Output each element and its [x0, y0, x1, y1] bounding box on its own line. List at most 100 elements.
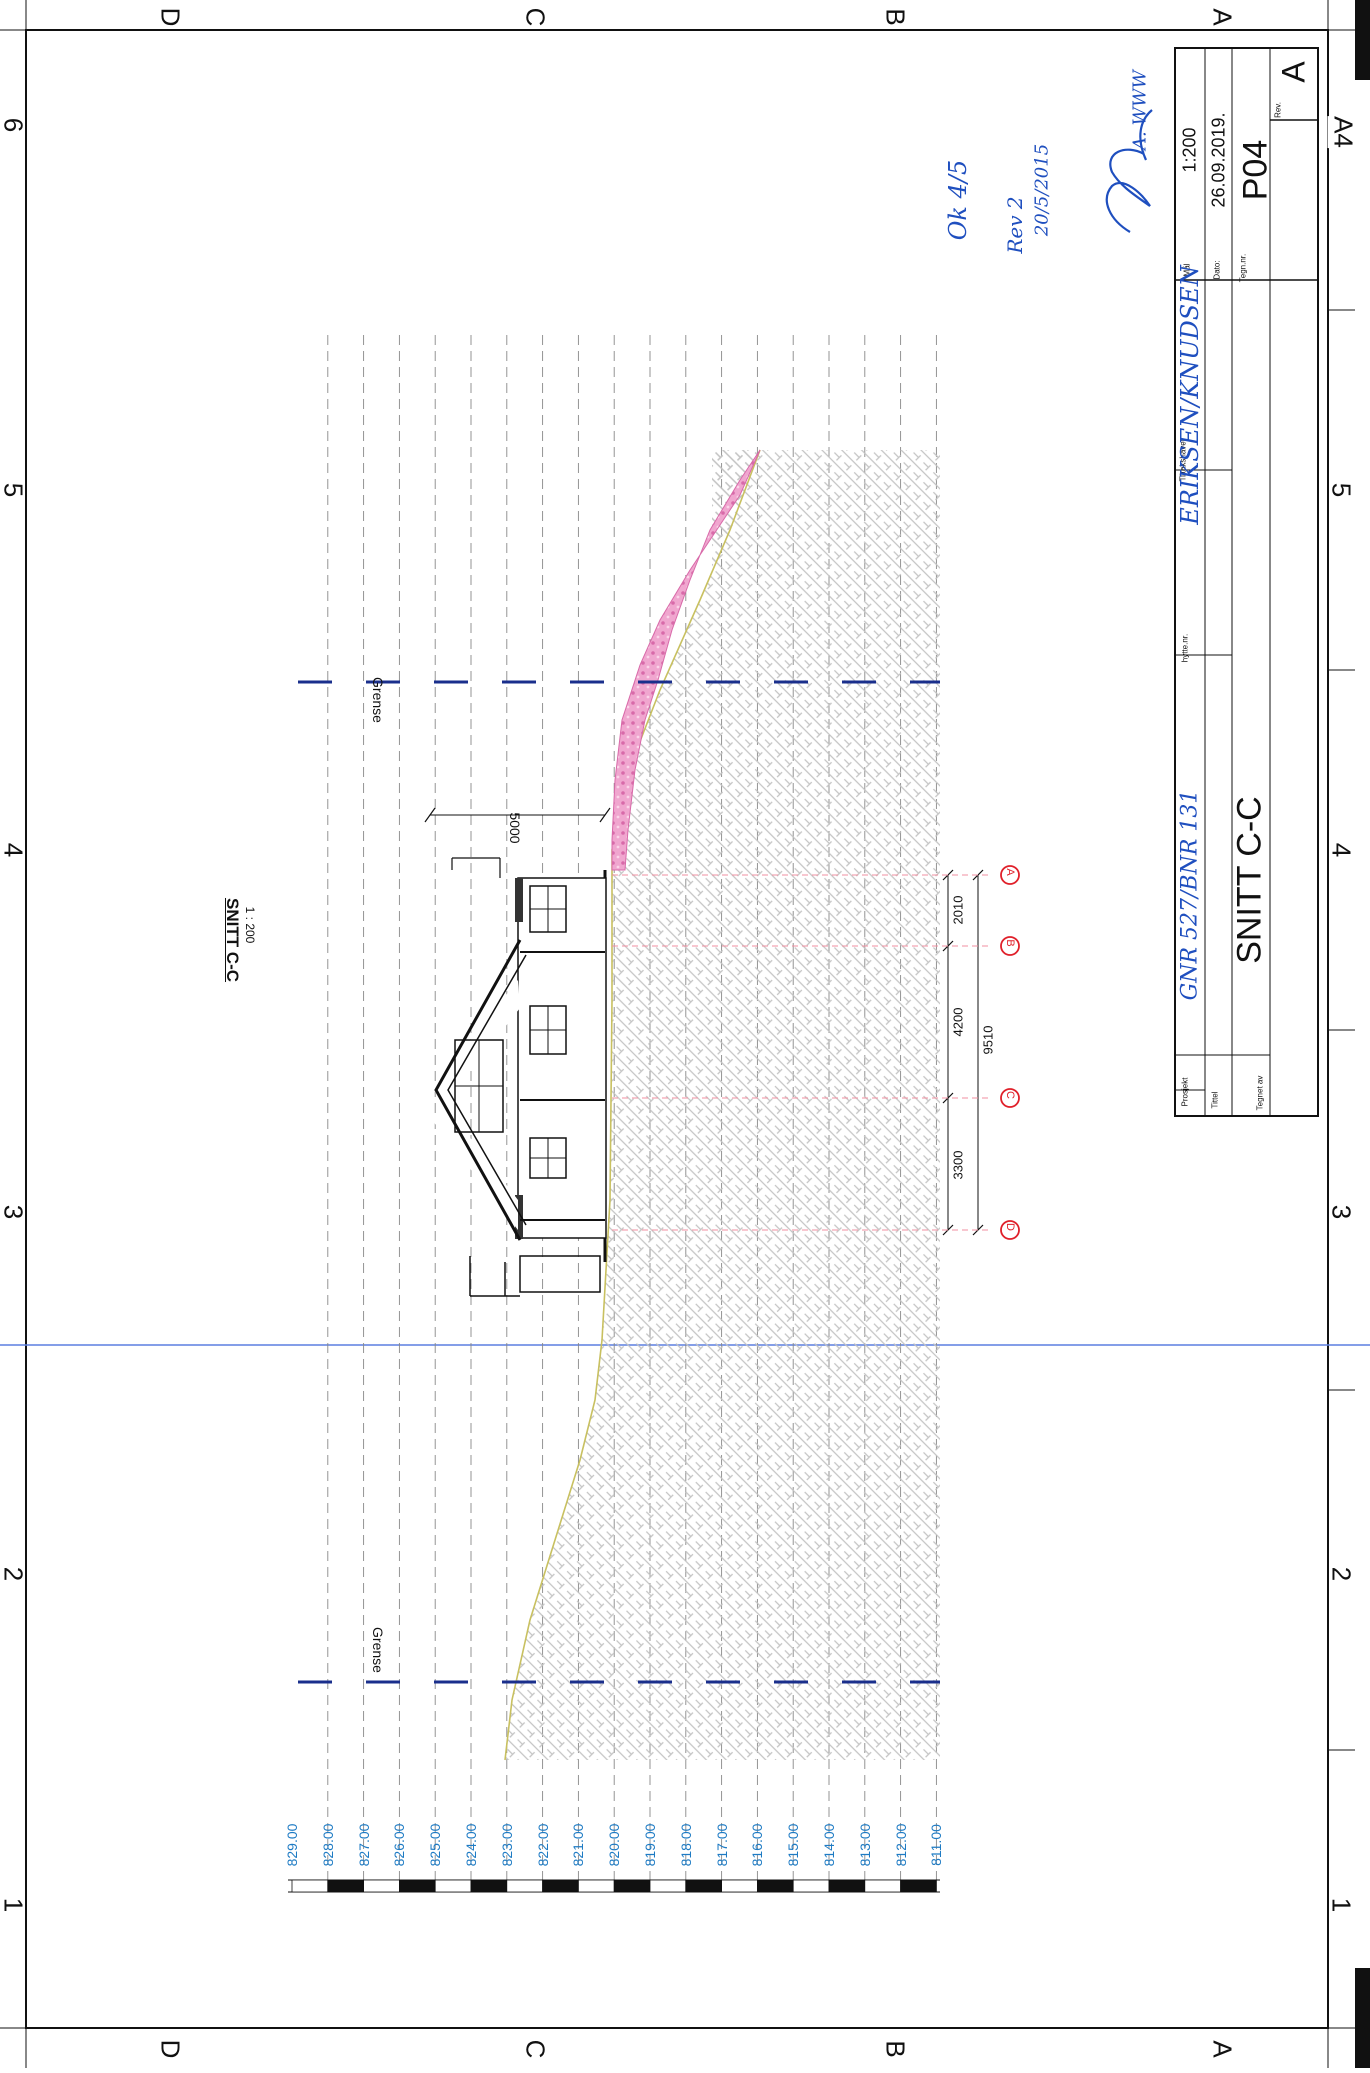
scale-tick: [291, 1879, 329, 1893]
col-number-2-left: 2: [0, 1566, 29, 1582]
boundary-label-left: Grense: [370, 1627, 386, 1673]
handwritten-approval-note: Ok 4/5: [944, 159, 972, 241]
tb-rev-value: A: [1275, 61, 1312, 83]
axis-dim-b-a: 2010: [950, 895, 966, 925]
handwritten-revision-date: 20/5/2015: [1031, 143, 1053, 237]
scale-tick: [506, 1879, 543, 1893]
scale-tick: [900, 1879, 937, 1893]
scale-tick: [685, 1879, 722, 1893]
tb-title-label: Tittel: [1210, 1091, 1220, 1109]
scale-tick: [721, 1879, 758, 1893]
elevation-label: 824.00: [463, 1823, 479, 1867]
axis-letter-b: B: [1004, 939, 1016, 947]
col-number-6-left: 6: [0, 117, 29, 133]
scale-tick: [613, 1879, 651, 1893]
elevation-label: 817.00: [713, 1823, 730, 1867]
axis-dim-c-b: 4200: [950, 1007, 966, 1037]
elevation-label: 818.00: [677, 1823, 694, 1867]
axis-marker-circle: [1000, 865, 1020, 885]
col-number-4-left: 4: [0, 842, 29, 858]
height-dimension: [424, 807, 611, 823]
handwritten-project-note: GNR 527/BNR 131: [1177, 789, 1203, 1001]
tb-drawn-by-label: Tegnet av: [1255, 1075, 1265, 1111]
row-letter-d-top: D: [155, 7, 186, 27]
row-letter-d-bottom: D: [155, 2039, 186, 2059]
scale-tick: [327, 1879, 364, 1893]
elevation-label: 828.00: [319, 1823, 336, 1867]
elevation-label: 829.00: [284, 1823, 300, 1867]
axis-gridlines: [612, 874, 992, 1231]
axis-letter-c: C: [1004, 1091, 1016, 1099]
axis-marker-circle: [1000, 936, 1020, 956]
col-number-1-left: 1: [0, 1897, 29, 1913]
scale-tick: [757, 1879, 794, 1893]
axis-dimension-chain: [942, 869, 984, 1236]
elevation-label: 813.00: [856, 1823, 873, 1867]
scale-tick: [649, 1879, 687, 1893]
tb-date-value: 26.09.2019.: [1208, 112, 1229, 208]
axis-letter-d: D: [1004, 1223, 1016, 1231]
height-dimension-value: 5000: [507, 812, 523, 844]
sheet-size-label: A4: [1327, 116, 1359, 148]
title-block: [1174, 47, 1319, 1117]
col-number-3-left: 3: [0, 1204, 29, 1220]
axis-markers: [1000, 865, 1020, 1240]
elevation-label: 816.00: [749, 1823, 766, 1867]
row-letter-a-top: A: [1207, 8, 1238, 26]
drawing-scale: 1 : 200: [243, 906, 257, 944]
house-section: [432, 857, 607, 1297]
col-number-5-left: 5: [0, 482, 29, 498]
tb-drawing-no-label: Tegn.nr.: [1238, 253, 1248, 283]
row-letter-b-top: B: [880, 8, 911, 26]
row-letter-c-top: C: [520, 7, 551, 27]
elevation-label: 825.00: [427, 1823, 444, 1867]
handwritten-revision-note: Rev 2: [1003, 196, 1027, 254]
tb-title-value: SNITT C-C: [1230, 796, 1269, 964]
scale-tick: [542, 1879, 579, 1893]
elevation-label: 821.00: [570, 1823, 587, 1867]
col-number-5-right: 5: [1326, 482, 1357, 498]
tb-cabin-no-label: hytte.nr.: [1180, 633, 1190, 663]
scale-tick: [828, 1879, 866, 1893]
scale-tick: [864, 1879, 901, 1893]
tb-drawing-no-value: P04: [1236, 139, 1275, 201]
axis-marker-circle: [1000, 1088, 1020, 1108]
tb-scale-value: 1:200: [1179, 127, 1200, 173]
scale-tick: [578, 1879, 615, 1893]
elevation-label: 811.00: [928, 1824, 945, 1866]
col-number-4-right: 4: [1326, 842, 1357, 858]
elevation-label: 819.00: [642, 1823, 658, 1867]
axis-dim-d-c: 3300: [950, 1150, 966, 1180]
elevation-label: 812.00: [892, 1823, 909, 1867]
elevation-label: 814.00: [821, 1823, 837, 1867]
drawing-title: SNITT C-C: [223, 897, 242, 983]
scale-tick: [398, 1879, 436, 1893]
tb-rev-label: Rev.: [1273, 102, 1283, 118]
elevation-label: 815.00: [785, 1823, 802, 1867]
signature: [1105, 109, 1153, 233]
handwritten-builder-note: ERIKSEN/KNUDSEN: [1176, 265, 1204, 525]
row-letter-b-bottom: B: [880, 2040, 911, 2058]
elevation-scale-ticks: [291, 1879, 937, 1893]
axis-dim-total: 9510: [980, 1025, 996, 1055]
boundary-label-right: Grense: [370, 677, 386, 723]
col-number-2-right: 2: [1326, 1566, 1357, 1582]
ground-fill: [504, 449, 940, 1761]
scale-tick: [363, 1879, 400, 1893]
scale-tick: [434, 1879, 472, 1893]
col-number-3-right: 3: [1326, 1204, 1357, 1220]
elevation-label: 826.00: [391, 1823, 408, 1867]
handwritten-initials: A. WWW: [1129, 70, 1151, 150]
elevation-label: 823.00: [498, 1823, 515, 1867]
scale-tick: [470, 1879, 508, 1893]
elevation-label: 820.00: [606, 1823, 623, 1867]
row-letter-a-bottom: A: [1207, 2040, 1238, 2058]
elevation-label: 827.00: [355, 1823, 372, 1867]
elevation-label: 822.00: [534, 1823, 551, 1867]
col-number-1-right: 1: [1326, 1897, 1357, 1913]
axis-marker-circle: [1000, 1220, 1020, 1240]
tb-project-label: Prosjekt: [1180, 1077, 1190, 1107]
